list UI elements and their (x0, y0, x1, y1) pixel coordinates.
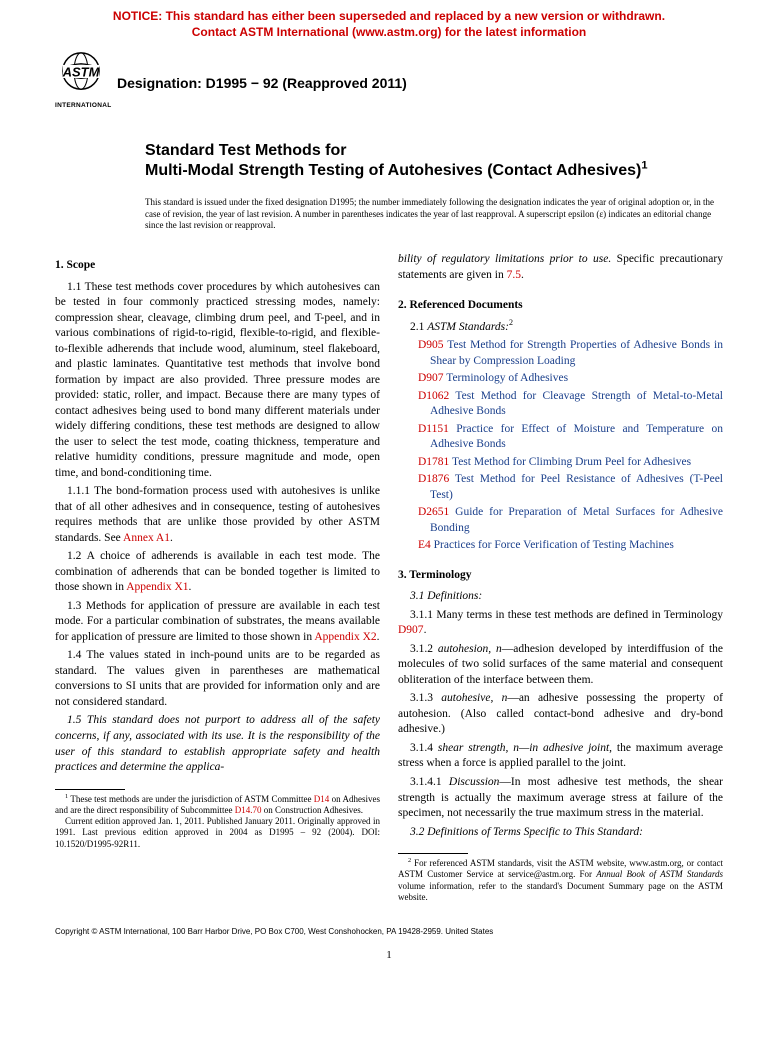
reference-code-link[interactable]: E4 (418, 539, 431, 551)
para-3-1-4: 3.1.4 shear strength, n—in adhesive join… (398, 741, 723, 772)
references-list: D905 Test Method for Strength Properties… (398, 338, 723, 556)
appendix-x1-link[interactable]: Appendix X1 (126, 581, 188, 593)
reference-item: D1876 Test Method for Peel Resistance of… (410, 472, 723, 503)
reference-item: D905 Test Method for Strength Properties… (410, 338, 723, 369)
notice-banner: NOTICE: This standard has either been su… (0, 0, 778, 44)
footnote-separator (398, 853, 468, 854)
doc-title: Standard Test Methods for Multi-Modal St… (145, 141, 723, 181)
svg-text:ASTM: ASTM (62, 65, 101, 80)
para-3-1-1: 3.1.1 Many terms in these test methods a… (398, 608, 723, 639)
reference-code-link[interactable]: D2651 (418, 506, 449, 518)
para-2-1: 2.1 ASTM Standards:2 (398, 320, 723, 336)
copyright-line: Copyright © ASTM International, 100 Barr… (0, 903, 778, 942)
appendix-x2-link[interactable]: Appendix X2 (314, 631, 376, 643)
astm-logo-icon: ASTM (55, 52, 107, 95)
reference-code-link[interactable]: D1876 (418, 473, 449, 485)
reference-code-link[interactable]: D905 (418, 339, 444, 351)
para-3-1-4-1: 3.1.4.1 Discussion—In most adhesive test… (398, 775, 723, 822)
para-3-1-2: 3.1.2 autohesion, n—adhesion developed b… (398, 642, 723, 689)
scope-heading: 1. Scope (55, 258, 380, 274)
reference-desc: Practices for Force Verification of Test… (431, 539, 674, 551)
reference-item: D2651 Guide for Preparation of Metal Sur… (410, 505, 723, 536)
reference-item: D1062 Test Method for Cleavage Strength … (410, 389, 723, 420)
reference-desc: Terminology of Adhesives (444, 372, 569, 384)
subcommittee-d1470-link[interactable]: D14.70 (235, 805, 262, 815)
para-3-1-3: 3.1.3 autohesive, n—an adhesive possessi… (398, 691, 723, 738)
title-block: Standard Test Methods for Multi-Modal St… (0, 121, 778, 189)
reference-code-link[interactable]: D907 (418, 372, 444, 384)
page-number: 1 (0, 942, 778, 963)
d907-inline-link[interactable]: D907 (398, 624, 424, 636)
footnote-1: 1 These test methods are under the juris… (55, 794, 380, 817)
designation: Designation: D1995 − 92 (Reapproved 2011… (117, 71, 407, 93)
para-1-1-1: 1.1.1 The bond-formation process used wi… (55, 484, 380, 546)
reference-desc: Guide for Preparation of Metal Surfaces … (430, 506, 723, 534)
reference-desc: Test Method for Peel Resistance of Adhes… (430, 473, 723, 501)
para-1-3: 1.3 Methods for application of pressure … (55, 599, 380, 646)
column-right: bility of regulatory limitations prior t… (398, 252, 723, 903)
reference-desc: Test Method for Climbing Drum Peel for A… (449, 456, 691, 468)
reference-code-link[interactable]: D1062 (418, 390, 449, 402)
section-7-5-link[interactable]: 7.5 (507, 269, 521, 281)
footnote-2: 2 For referenced ASTM standards, visit t… (398, 858, 723, 903)
header: ASTM INTERNATIONAL Designation: D1995 − … (0, 44, 778, 121)
reference-item: D1781 Test Method for Climbing Drum Peel… (410, 455, 723, 471)
body-columns: 1. Scope 1.1 These test methods cover pr… (0, 248, 778, 903)
reference-item: E4 Practices for Force Verification of T… (410, 538, 723, 554)
reference-item: D1151 Practice for Effect of Moisture an… (410, 422, 723, 453)
para-3-2: 3.2 Definitions of Terms Specific to Thi… (398, 825, 723, 841)
reference-item: D907 Terminology of Adhesives (410, 371, 723, 387)
reference-desc: Test Method for Cleavage Strength of Met… (430, 390, 723, 418)
astm-logo: ASTM INTERNATIONAL (55, 52, 107, 111)
column-left: 1. Scope 1.1 These test methods cover pr… (55, 252, 380, 903)
para-cont: bility of regulatory limitations prior t… (398, 252, 723, 283)
para-1-4: 1.4 The values stated in inch-pound unit… (55, 648, 380, 710)
committee-d14-link[interactable]: D14 (314, 794, 330, 804)
issued-note: This standard is issued under the fixed … (0, 189, 778, 248)
footnote-1b: Current edition approved Jan. 1, 2011. P… (55, 816, 380, 850)
reference-code-link[interactable]: D1151 (418, 423, 449, 435)
reference-code-link[interactable]: D1781 (418, 456, 449, 468)
ref-docs-heading: 2. Referenced Documents (398, 298, 723, 314)
terminology-heading: 3. Terminology (398, 568, 723, 584)
para-1-2: 1.2 A choice of adherends is available i… (55, 549, 380, 596)
reference-desc: Test Method for Strength Properties of A… (430, 339, 723, 367)
reference-desc: Practice for Effect of Moisture and Temp… (430, 423, 723, 451)
para-3-1: 3.1 Definitions: (398, 589, 723, 605)
para-1-5: 1.5 This standard does not purport to ad… (55, 713, 380, 775)
footnote-separator (55, 789, 125, 790)
para-1-1: 1.1 These test methods cover procedures … (55, 280, 380, 482)
annex-a1-link[interactable]: Annex A1 (123, 532, 170, 544)
